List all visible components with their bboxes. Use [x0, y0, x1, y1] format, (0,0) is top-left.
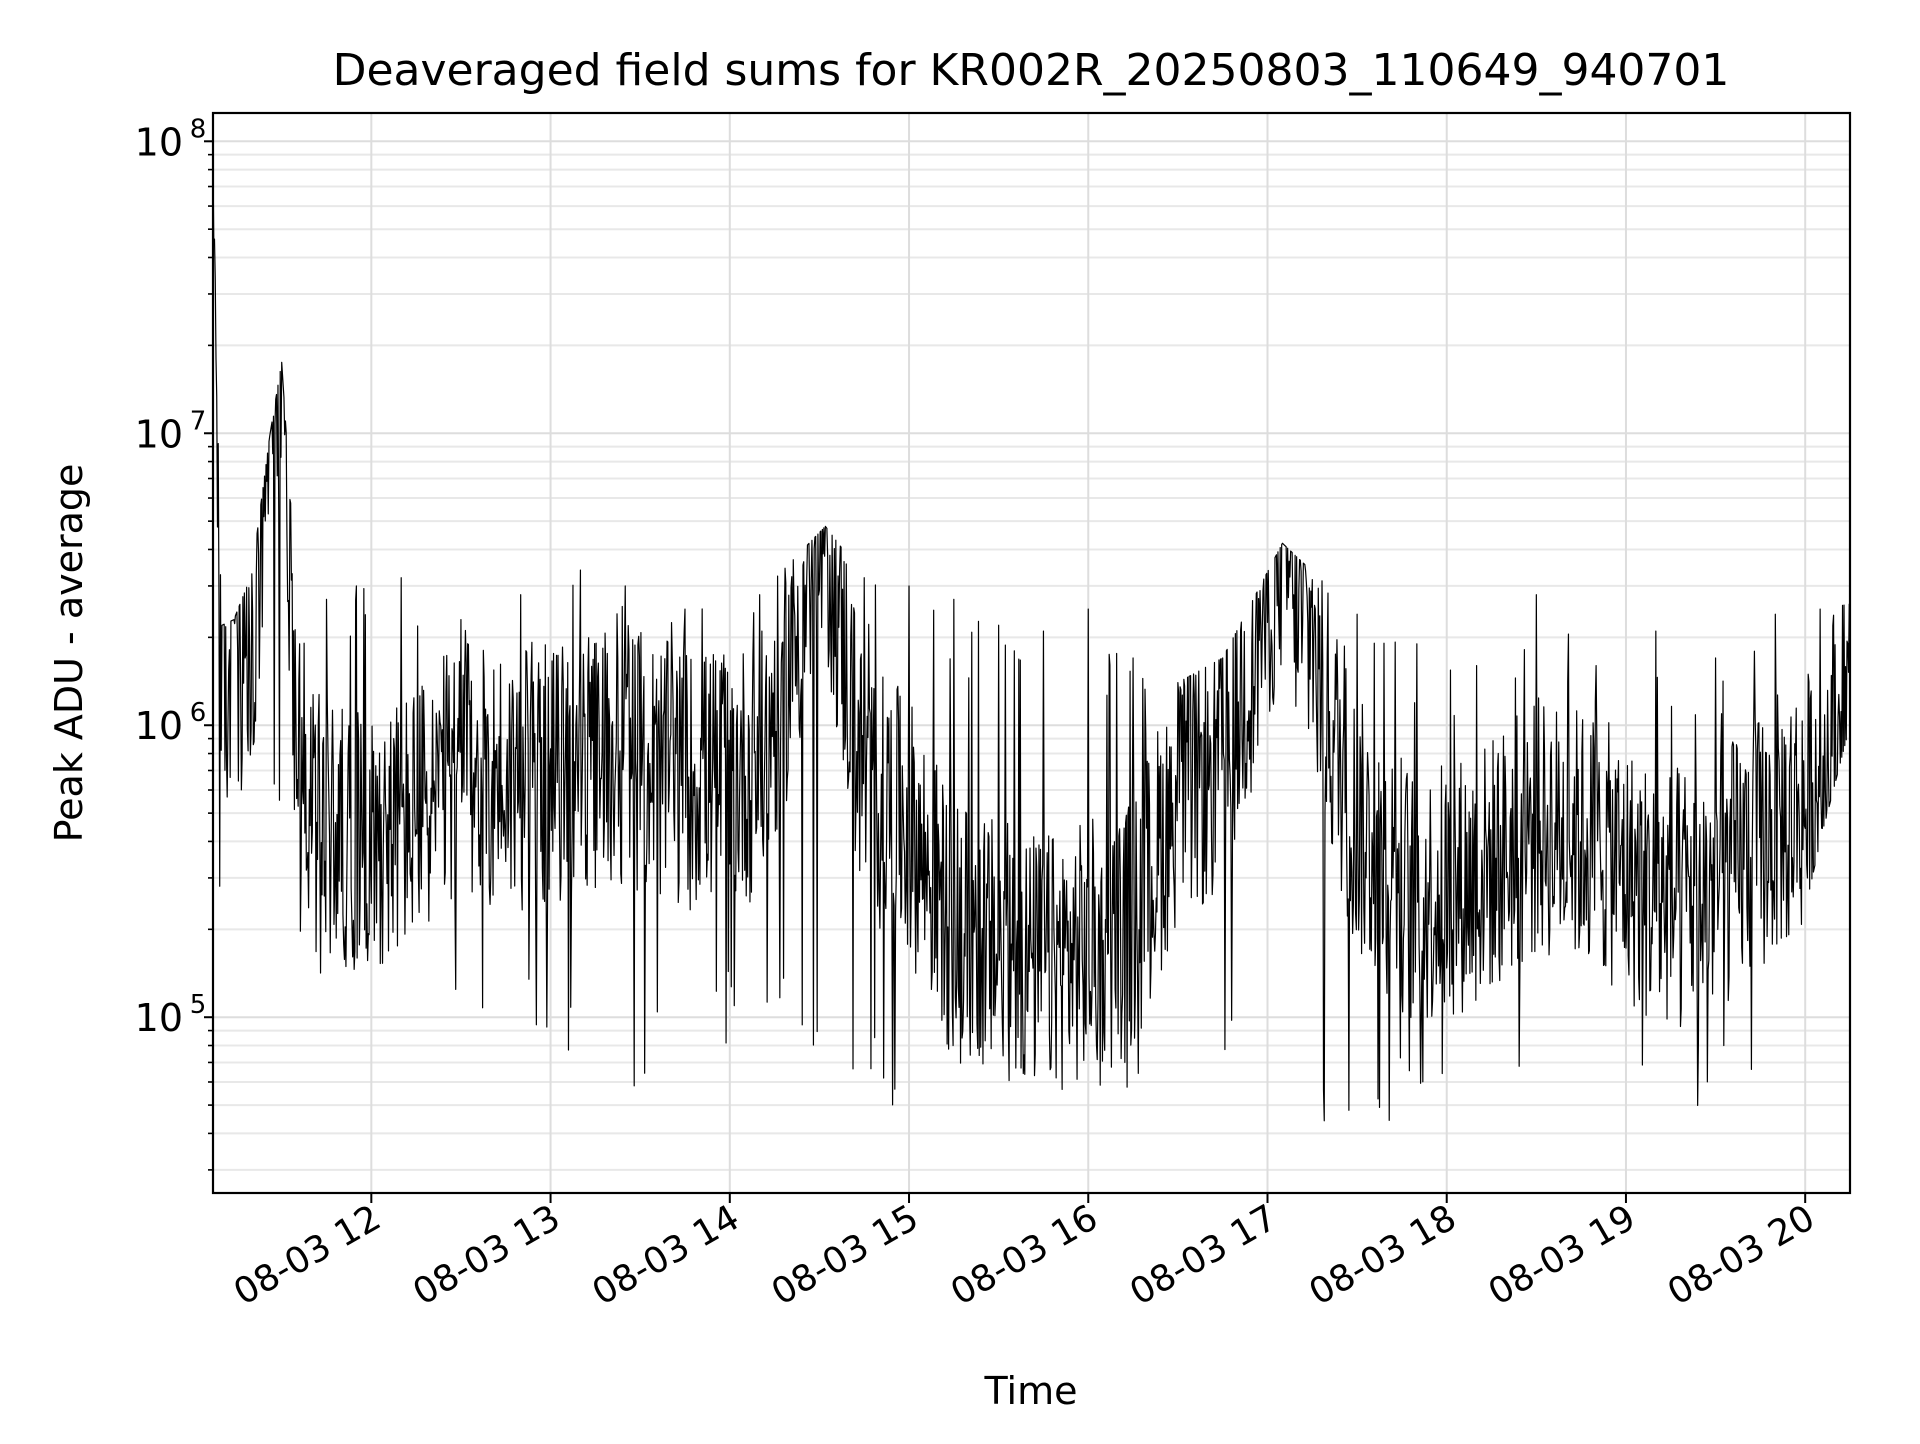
plot-frame — [211, 111, 1852, 1195]
series-line — [212, 161, 1851, 1122]
major-grid — [213, 113, 1850, 1193]
y-tick-exponent: 6 — [190, 698, 207, 728]
y-axis-label: Peak ADU - average — [47, 464, 91, 843]
x-axis-label: Time — [984, 1369, 1078, 1413]
chart-title: Deaveraged field sums for KR002R_2025080… — [333, 45, 1730, 96]
y-tick-exponent: 5 — [190, 990, 207, 1020]
y-tick-exponent: 7 — [190, 406, 207, 436]
y-tick-label: 10 — [135, 412, 183, 456]
y-tick-label: 10 — [135, 120, 183, 164]
data-layer — [212, 161, 1851, 1122]
y-tick-label: 10 — [135, 996, 183, 1040]
y-tick-exponent: 8 — [190, 114, 207, 144]
y-tick-label: 10 — [135, 704, 183, 748]
